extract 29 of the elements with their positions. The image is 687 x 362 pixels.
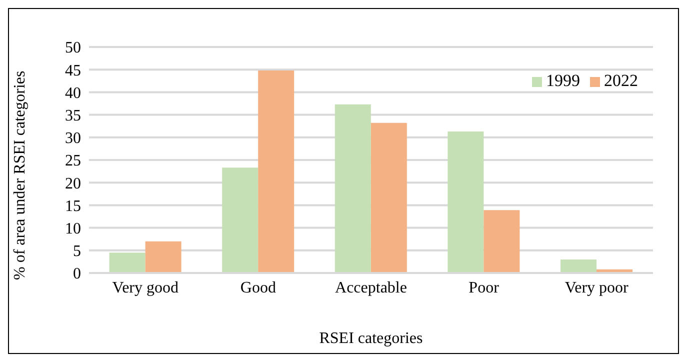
legend-label: 2022	[604, 71, 638, 90]
x-tick-label: Very poor	[564, 279, 630, 296]
y-tick-label: 20	[65, 175, 81, 192]
bar	[448, 132, 484, 273]
y-tick-label: 30	[65, 130, 81, 148]
x-tick-label: Acceptable	[335, 279, 407, 296]
bar	[258, 70, 294, 273]
y-tick-label: 0	[73, 266, 81, 283]
legend-label: 1999	[546, 71, 580, 90]
y-tick-label: 40	[65, 84, 81, 102]
x-tick-label: Good	[240, 279, 276, 296]
bar	[145, 241, 182, 273]
y-tick-label: 15	[65, 198, 81, 215]
y-tick-label: 25	[65, 152, 81, 170]
bar	[560, 259, 597, 273]
y-tick-label: 45	[65, 62, 81, 80]
bar	[334, 104, 371, 273]
bar	[109, 252, 146, 273]
y-axis-title: % of area under RSEI categories	[12, 70, 29, 280]
x-tick-label: Poor	[468, 279, 500, 296]
y-tick-label: 50	[65, 40, 81, 57]
y-tick-label: 10	[65, 220, 81, 238]
x-tick-label: Very good	[112, 279, 179, 296]
bar	[370, 122, 407, 273]
y-tick-label: 5	[73, 243, 81, 260]
x-axis-title: RSEI categories	[319, 330, 423, 347]
bar	[222, 168, 258, 273]
bar	[484, 210, 520, 273]
y-tick-label: 35	[65, 107, 81, 124]
